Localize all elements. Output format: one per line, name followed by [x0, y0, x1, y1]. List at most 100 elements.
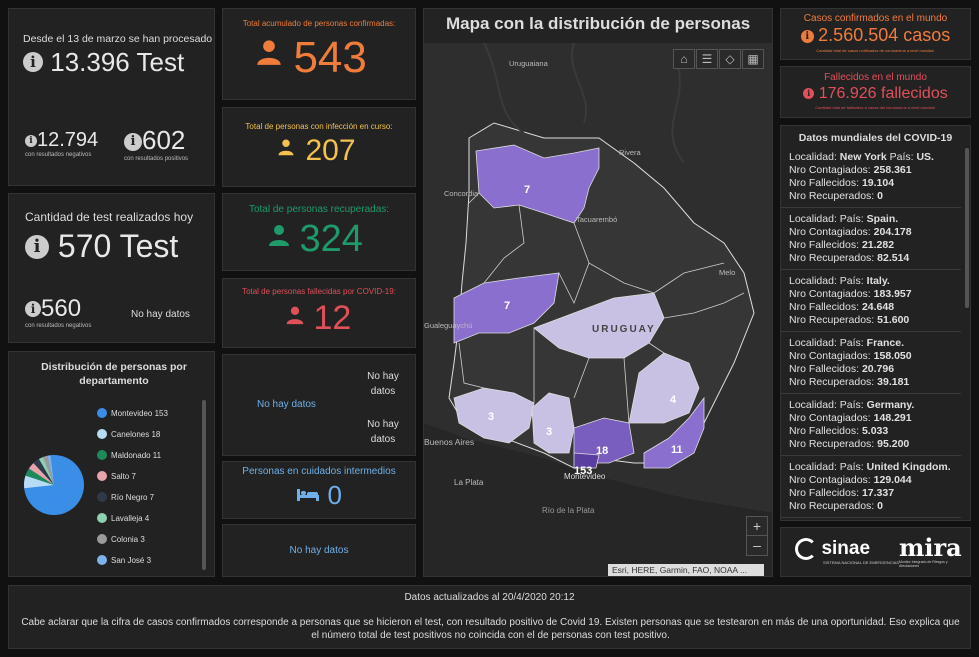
world-list-item[interactable]: Localidad: País: Italy. Nro Contagiados: …	[781, 270, 961, 332]
item-recuperados: Nro Recuperados: 95.200	[789, 438, 910, 450]
tests-positive-value: 602	[142, 125, 186, 155]
info-icon: i	[803, 88, 815, 99]
deceased-panel: Total de personas fallecidas por COVID-1…	[222, 278, 416, 348]
legend-list-icon[interactable]: ☰	[696, 49, 718, 69]
legend-label: San José 3	[111, 556, 152, 565]
world-list-title: Datos mundiales del COVID-19	[798, 132, 953, 144]
dept-artigas[interactable]	[475, 144, 600, 224]
zoom-out-button[interactable]: –	[746, 536, 768, 556]
no-data-left: No hay datos	[257, 399, 316, 410]
basemap-gallery-icon[interactable]: ▦	[742, 49, 764, 69]
pie-slice-canelones[interactable]	[24, 475, 54, 489]
item-recuperados: Nro Recuperados: 51.600	[789, 314, 910, 326]
no-data-bottom: No hay datos	[289, 545, 349, 556]
world-list[interactable]: Localidad: New York País: US. Nro Contagi…	[781, 146, 961, 520]
tests-today-negative: i 560 con resultados negativos	[25, 295, 91, 329]
world-list-item[interactable]: Localidad: New York País: US. Nro Contagi…	[781, 146, 961, 208]
dept-san-jose[interactable]	[531, 392, 575, 454]
world-cases-note: Cantidad total de casos notificados de c…	[816, 48, 935, 53]
count-montevideo: 153	[574, 465, 592, 477]
active-value: 207	[305, 134, 356, 167]
world-cases-value: 2.560.504 casos	[818, 25, 951, 45]
info-icon: i	[23, 52, 43, 72]
dept-colonia[interactable]	[453, 387, 535, 444]
person-icon	[278, 139, 294, 156]
pie-title: Distribución de personas por departament…	[41, 361, 187, 387]
deceased-value: 12	[313, 299, 352, 337]
tests-today-panel: Cantidad de test realizados hoy i 570 Te…	[8, 193, 215, 343]
dept-montevideo[interactable]	[573, 452, 600, 469]
item-location: Localidad: País: United Kingdom.	[789, 461, 951, 473]
pie-chart[interactable]	[19, 450, 89, 520]
footer-note: Cabe aclarar que la cifra de casos confi…	[21, 617, 960, 641]
no-data-bottom-panel: No hay datos	[222, 524, 416, 577]
place-montevideo: Montevideo	[564, 472, 606, 481]
pie-slice-san-jose[interactable]	[47, 455, 55, 485]
map-canvas[interactable]: Uruguaiana Rivera Concordia Tacuarembó M…	[424, 43, 773, 577]
item-fallecidos: Nro Fallecidos: 21.282	[789, 239, 895, 251]
footer-panel: Datos actualizados al 20/4/2020 20:12 Ca…	[8, 585, 971, 649]
world-list-scrollbar[interactable]	[965, 148, 969, 308]
pie-legend-scrollbar[interactable]	[202, 400, 206, 570]
dept-rio-negro[interactable]	[453, 272, 560, 344]
world-cases-panel: Casos confirmados en el mundo i 2.560.50…	[780, 8, 971, 60]
mira-logo: mira Monitor Integrado de Riesgos y Afec…	[899, 536, 962, 569]
pie-legend-item[interactable]: Maldonado 11	[97, 450, 197, 471]
legend-swatch-icon	[97, 534, 107, 544]
dept-lavalleja[interactable]	[628, 352, 700, 424]
count-san-jose: 3	[546, 426, 552, 438]
confirmed-value: 543	[293, 33, 367, 82]
pie-legend-item[interactable]: Canelones 18	[97, 429, 197, 450]
place-rio-de-la-plata: Río de la Plata	[542, 506, 595, 515]
dept-maldonado[interactable]	[643, 396, 705, 469]
tests-positive: i 602 con resultados positivos	[124, 125, 214, 162]
legend-swatch-icon	[97, 492, 107, 502]
item-contagiados: Nro Contagiados: 258.361	[789, 164, 912, 176]
pie-slice-colonia[interactable]	[43, 455, 54, 485]
world-list-item[interactable]: Localidad: País: United Kingdom. Nro Cont…	[781, 456, 961, 518]
legend-swatch-icon	[97, 513, 107, 523]
legend-label: Canelones 18	[111, 430, 161, 439]
country-label-uruguay: URUGUAY	[592, 324, 656, 335]
map-toolbar: ⌂ ☰ ◇ ▦	[672, 49, 764, 69]
layers-icon[interactable]: ◇	[719, 49, 741, 69]
recovered-value-row: 324	[267, 218, 363, 261]
world-list-item[interactable]: Localidad: País: Spain. Nro Contagiados: …	[781, 208, 961, 270]
no-data-right-1: No hay datos	[367, 371, 399, 397]
tests-today-no-data: No hay datos	[131, 309, 190, 320]
world-list-panel: Datos mundiales del COVID-19 Localidad: …	[780, 125, 971, 521]
pie-legend-item[interactable]: Lavalleja 4	[97, 513, 197, 534]
place-tacuarembo: Tacuarembó	[576, 215, 617, 224]
pie-legend-item[interactable]: San José 3	[97, 555, 197, 576]
person-icon	[269, 225, 289, 246]
pie-slice-maldonado[interactable]	[25, 468, 55, 486]
pie-slice-lavalleja[interactable]	[39, 457, 54, 485]
pie-legend-item[interactable]: Colonia 3	[97, 534, 197, 555]
home-icon[interactable]: ⌂	[673, 49, 695, 69]
tests-today-negative-value: 560	[41, 295, 82, 322]
pie-legend-item[interactable]: Salto 7	[97, 471, 197, 492]
zoom-in-button[interactable]: +	[746, 516, 768, 536]
item-contagiados: Nro Contagiados: 148.291	[789, 412, 912, 424]
place-gualeguaychu: Gualeguaychú	[424, 321, 472, 330]
map-attribution[interactable]: Esri, HERE, Garmin, FAO, NOAA ...	[608, 564, 764, 576]
tests-today-total-value: 570 Test	[57, 228, 179, 264]
item-fallecidos: Nro Fallecidos: 19.104	[789, 177, 895, 189]
world-list-item[interactable]: Localidad: País: France. Nro Contagiados:…	[781, 332, 961, 394]
count-colonia: 3	[488, 411, 494, 423]
world-list-item[interactable]: Localidad: País: Germany. Nro Contagiados…	[781, 394, 961, 456]
confirmed-value-row: 543	[255, 33, 367, 83]
recovered-panel: Total de personas recuperadas: 324	[222, 193, 416, 271]
pie-legend-item[interactable]: Río Negro 7	[97, 492, 197, 513]
place-concordia: Concordia	[444, 189, 479, 198]
pie-legend-item[interactable]: Montevideo 153	[97, 408, 197, 429]
map-title: Mapa con la distribución de personas	[446, 14, 751, 33]
dept-durazno[interactable]	[533, 292, 665, 359]
item-location: Localidad: País: Germany.	[789, 399, 915, 411]
pie-slice-salto[interactable]	[29, 463, 54, 485]
tests-total-panel: Desde el 13 de marzo se han procesado i …	[8, 8, 215, 186]
item-recuperados: Nro Recuperados: 39.181	[789, 376, 910, 388]
pie-slice-rio-negro[interactable]	[33, 459, 55, 485]
tests-total: i 13.396 Test	[23, 47, 184, 78]
sinae-logo-text: sinae	[821, 538, 871, 559]
